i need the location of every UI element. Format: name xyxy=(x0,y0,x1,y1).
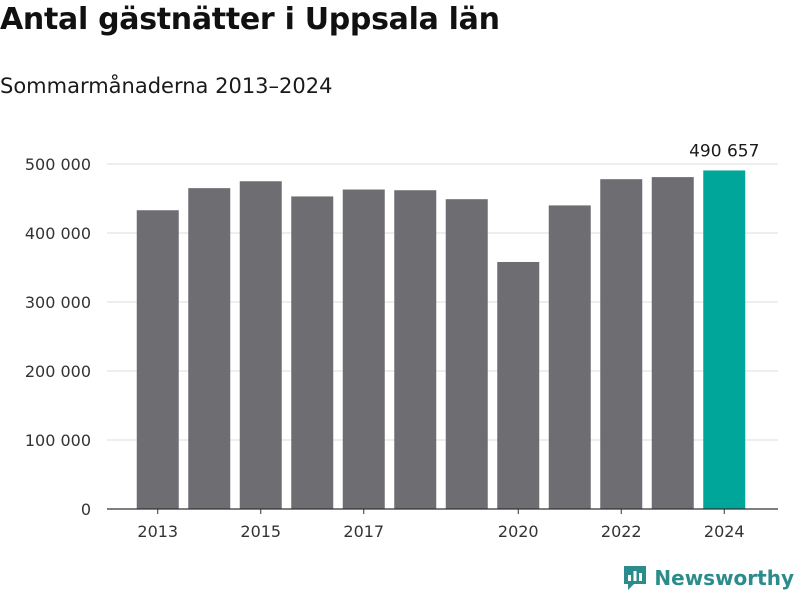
x-axis-ticks: 2013 2015 2017 2020 2022 2024 xyxy=(137,509,745,541)
bar-2020 xyxy=(497,261,540,509)
chart-title: Antal gästnätter i Uppsala län xyxy=(0,2,500,37)
data-label: 490 657 xyxy=(689,141,759,161)
y-tick-label: 100 000 xyxy=(25,431,91,450)
bar-2019 xyxy=(445,199,488,509)
bar-2014 xyxy=(188,188,231,509)
y-axis-ticks: 0 100 000 200 000 300 000 400 000 500 000 xyxy=(25,155,91,519)
bars xyxy=(136,170,746,510)
bar-2017 xyxy=(342,189,385,509)
newsworthy-logo-icon xyxy=(624,566,647,590)
bar-2024 xyxy=(703,170,746,510)
y-tick-label: 400 000 xyxy=(25,224,91,243)
bar-2016 xyxy=(291,196,334,509)
x-tick-label: 2020 xyxy=(498,522,539,541)
y-tick-label: 500 000 xyxy=(25,155,91,174)
y-tick-label: 0 xyxy=(81,500,91,519)
newsworthy-logo: Newsworthy xyxy=(622,564,794,592)
chart-subtitle: Sommarmånaderna 2013–2024 xyxy=(0,74,333,98)
brand-name: Newsworthy xyxy=(654,566,794,590)
y-tick-label: 300 000 xyxy=(25,293,91,312)
x-tick-label: 2024 xyxy=(704,522,745,541)
bar-2013 xyxy=(136,210,179,510)
x-tick-label: 2017 xyxy=(343,522,384,541)
x-tick-label: 2013 xyxy=(137,522,178,541)
x-tick-label: 2022 xyxy=(601,522,642,541)
bar-2021 xyxy=(548,205,591,509)
bar-2022 xyxy=(600,179,643,509)
bar-2018 xyxy=(394,190,437,509)
x-tick-label: 2015 xyxy=(240,522,281,541)
bar-2023 xyxy=(651,177,694,510)
data-labels: 490 657 xyxy=(689,141,759,161)
bar-2015 xyxy=(239,181,282,509)
y-tick-label: 200 000 xyxy=(25,362,91,381)
